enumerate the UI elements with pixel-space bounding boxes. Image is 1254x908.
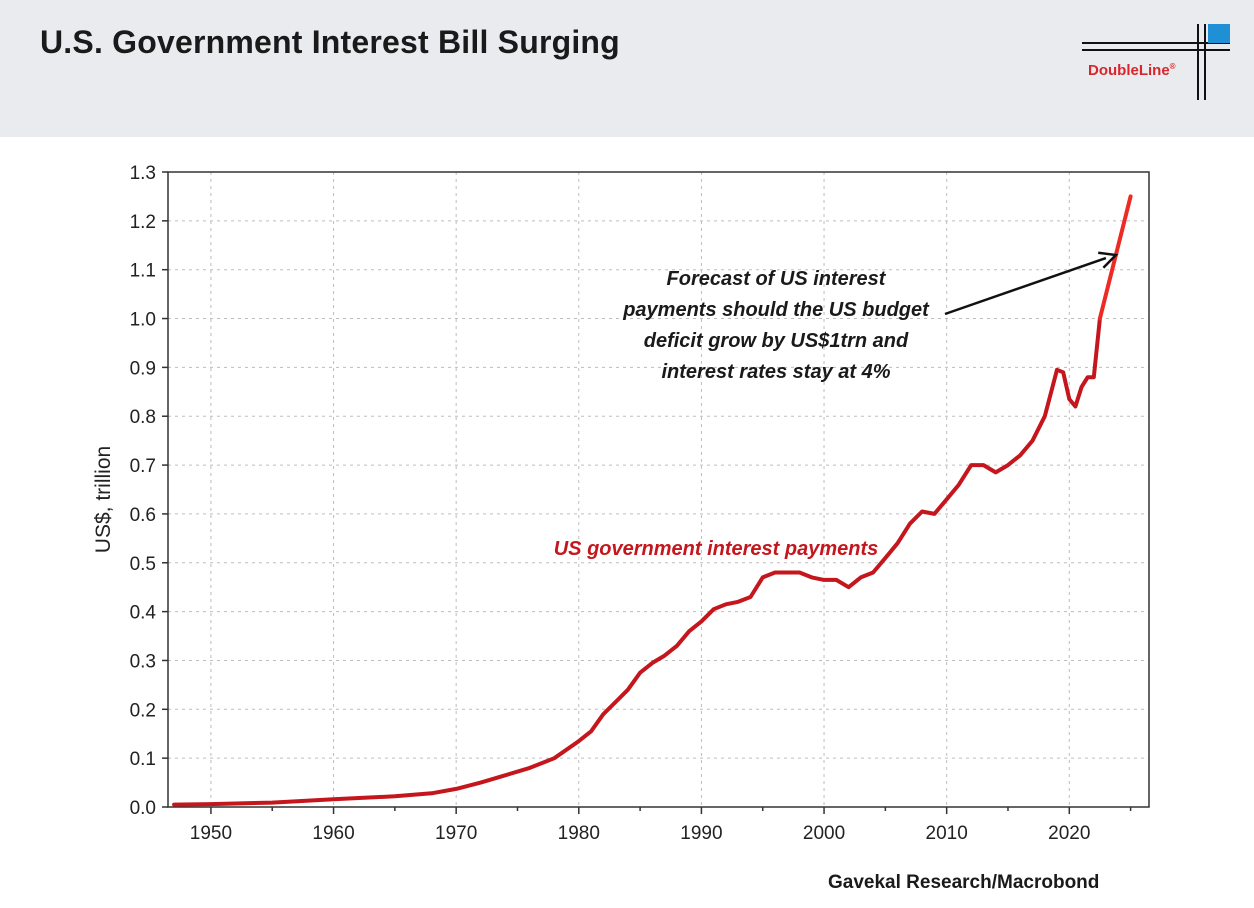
x-tick-label: 2000: [803, 823, 845, 844]
series-label: US government interest payments: [554, 538, 879, 560]
logo-mark-icon: [1082, 24, 1230, 100]
y-tick-label: 0.8: [130, 407, 156, 428]
x-tick-label: 1980: [558, 823, 600, 844]
y-tick-label: 1.2: [130, 212, 156, 233]
chart-axes: 0.0 0.1 0.2 0.3 0.4 0.5 0.6 0.7 0.8 0.9 1.0 1.1 1.2 1…: [92, 163, 1150, 844]
x-tick-label: 1970: [435, 823, 477, 844]
y-tick-label: 0.4: [130, 603, 157, 624]
y-tick-label: 1.3: [130, 163, 156, 184]
plot-frame: [167, 171, 1150, 808]
header-banner: U.S. Government Interest Bill Surging Do…: [0, 0, 1254, 137]
annotation-arrowhead: [1098, 251, 1119, 269]
x-tick-label: 1990: [680, 823, 722, 844]
chart-annotations: US government interest payments Forecast …: [554, 251, 1119, 560]
page-title: U.S. Government Interest Bill Surging: [40, 24, 620, 60]
y-axis-title: US$, trillion: [92, 446, 115, 553]
y-tick-label: 0.6: [130, 505, 156, 526]
interest-payments-line: [172, 316, 1102, 807]
forecast-annotation-line: payments should the US budget: [622, 299, 930, 321]
x-tick-label: 1950: [190, 823, 232, 844]
x-tick-label: 2020: [1048, 823, 1090, 844]
chart-grid: [168, 171, 1149, 807]
y-tick-label: 0.2: [130, 700, 156, 721]
interest-payments-chart: 0.0 0.1 0.2 0.3 0.4 0.5 0.6 0.7 0.8 0.9 1.0 1.1 1.2 1…: [92, 163, 1150, 844]
y-tick-label: 1.0: [130, 310, 156, 331]
source-credit: Gavekal Research/Macrobond: [828, 872, 1100, 893]
y-tick-label: 0.3: [130, 651, 156, 672]
y-tick-label: 0.7: [130, 456, 156, 477]
x-tick-label: 1960: [312, 823, 354, 844]
y-tick-label: 0.5: [130, 554, 156, 575]
annotation-arrow: [944, 256, 1107, 316]
y-tick-label: 0.9: [130, 358, 156, 379]
y-tick-label: 1.1: [130, 261, 156, 282]
logo-text: DoubleLine: [1088, 62, 1170, 79]
doubleline-logo: DoubleLine®: [1080, 18, 1240, 102]
forecast-annotation-line: Forecast of US interest: [667, 268, 887, 290]
forecast-annotation-line: interest rates stay at 4%: [661, 361, 890, 383]
y-tick-label: 0.0: [130, 798, 156, 819]
logo-registered: ®: [1169, 62, 1176, 71]
forecast-annotation-line: deficit grow by US$1trn and: [644, 330, 909, 352]
chart-series: [172, 194, 1133, 807]
x-tick-label: 2010: [926, 823, 968, 844]
y-tick-label: 0.1: [130, 749, 156, 770]
